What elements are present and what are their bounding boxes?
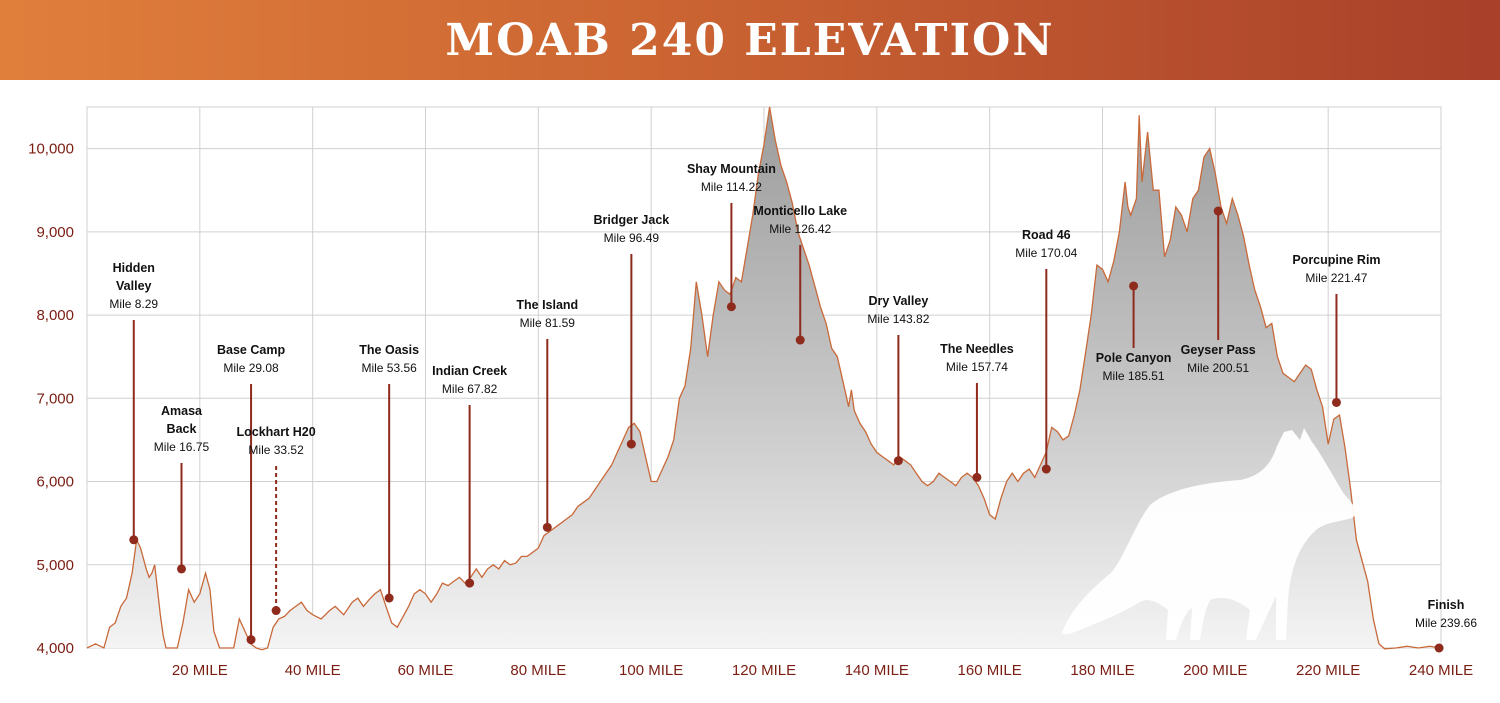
aid-station: Indian Creek Mile 67.82: [432, 364, 507, 588]
aid-station-mile: Mile 170.04: [1015, 246, 1077, 260]
aid-station-name: Indian Creek: [432, 364, 507, 378]
aid-station-name: The Needles: [940, 342, 1014, 356]
aid-station: Dry Valley Mile 143.82: [867, 294, 930, 466]
aid-station-mile: Mile 8.29: [109, 297, 158, 311]
aid-station-name: Hidden: [113, 261, 155, 275]
aid-station: Finish Mile 239.66: [1415, 598, 1477, 653]
aid-station-name: Dry Valley: [869, 294, 929, 308]
aid-station: Amasa Back Mile 16.75: [154, 404, 210, 574]
aid-station-mile: Mile 200.51: [1187, 361, 1249, 375]
aid-station: Porcupine Rim Mile 221.47: [1292, 253, 1381, 407]
aid-station-marker[interactable]: [726, 302, 736, 312]
aid-station-name: Monticello Lake: [753, 204, 847, 218]
y-tick-label: 10,000: [28, 141, 74, 158]
aid-station: Pole Canyon Mile 185.51: [1096, 281, 1172, 383]
aid-station-name: Geyser Pass: [1181, 343, 1256, 357]
x-tick-label: 160 MILE: [958, 662, 1022, 679]
aid-station-marker[interactable]: [384, 593, 394, 603]
x-tick-label: 60 MILE: [398, 662, 454, 679]
aid-station-marker[interactable]: [129, 535, 139, 545]
elevation-fill: [87, 107, 1441, 650]
aid-station-name: Lockhart H20: [237, 425, 316, 439]
chart-title: MOAB 240 ELEVATION: [445, 14, 1055, 66]
aid-station: The Oasis Mile 53.56: [359, 343, 419, 603]
aid-station-marker[interactable]: [1331, 397, 1341, 407]
aid-station-mile: Mile 53.56: [361, 361, 417, 375]
aid-station-marker[interactable]: [176, 564, 186, 574]
aid-station-marker[interactable]: [542, 522, 552, 532]
x-tick-label: 180 MILE: [1070, 662, 1134, 679]
aid-station: Lockhart H20 Mile 33.52: [237, 425, 316, 616]
title-banner: MOAB 240 ELEVATION: [0, 0, 1500, 80]
aid-station-mile: Mile 114.22: [701, 180, 762, 194]
aid-station-mile: Mile 67.82: [442, 382, 498, 396]
aid-station-name: Valley: [116, 279, 151, 293]
aid-stations: Hidden Valley Mile 8.29 Amasa Back Mile 16.75…: [109, 162, 1477, 653]
aid-station-name: Back: [167, 422, 197, 436]
aid-station-mile: Mile 33.52: [248, 443, 304, 457]
aid-station-marker[interactable]: [626, 439, 636, 449]
x-tick-label: 240 MILE: [1409, 662, 1473, 679]
aid-station-mile: Mile 157.74: [946, 360, 1008, 374]
aid-station-marker[interactable]: [1041, 464, 1051, 474]
y-tick-label: 8,000: [36, 307, 74, 324]
aid-station: Hidden Valley Mile 8.29: [109, 261, 158, 545]
elevation-area: [86, 106, 1442, 651]
aid-station-mile: Mile 81.59: [520, 316, 576, 330]
aid-station-name: Porcupine Rim: [1292, 253, 1380, 267]
aid-station: Road 46 Mile 170.04: [1015, 228, 1078, 474]
aid-station-marker[interactable]: [795, 335, 805, 345]
aid-station-mile: Mile 143.82: [867, 312, 929, 326]
aid-station-marker[interactable]: [465, 578, 475, 588]
aid-station-mile: Mile 185.51: [1103, 369, 1165, 383]
axes: 4,000 5,000 6,000 7,000 8,000 9,000 10,000 20 M…: [28, 141, 1473, 679]
aid-station-marker[interactable]: [972, 472, 982, 482]
x-tick-label: 140 MILE: [845, 662, 909, 679]
x-tick-label: 200 MILE: [1183, 662, 1247, 679]
y-tick-label: 9,000: [36, 224, 74, 241]
x-tick-label: 100 MILE: [619, 662, 683, 679]
aid-station-marker[interactable]: [893, 456, 903, 466]
y-tick-label: 5,000: [36, 557, 74, 574]
aid-station-marker[interactable]: [1129, 281, 1139, 291]
aid-station-name: Amasa: [161, 404, 203, 418]
x-tick-label: 220 MILE: [1296, 662, 1360, 679]
aid-station-marker[interactable]: [271, 606, 281, 616]
x-tick-label: 20 MILE: [172, 662, 228, 679]
aid-station: Base Camp Mile 29.08: [217, 343, 285, 645]
aid-station-mile: Mile 126.42: [769, 222, 831, 236]
aid-station-name: Shay Mountain: [687, 162, 776, 176]
aid-station-mile: Mile 29.08: [223, 361, 279, 375]
aid-station: Monticello Lake Mile 126.42: [753, 204, 847, 345]
x-tick-label: 80 MILE: [510, 662, 566, 679]
fox-icon: [1062, 428, 1356, 640]
aid-station-name: The Island: [516, 298, 578, 312]
aid-station-name: Pole Canyon: [1096, 351, 1172, 365]
aid-station: The Island Mile 81.59: [516, 298, 578, 532]
aid-station-mile: Mile 96.49: [604, 231, 660, 245]
elevation-line: [86, 106, 1442, 651]
y-tick-label: 6,000: [36, 474, 74, 491]
aid-station-marker[interactable]: [1434, 643, 1444, 653]
x-tick-label: 120 MILE: [732, 662, 796, 679]
aid-station: The Needles Mile 157.74: [940, 342, 1014, 482]
y-tick-label: 7,000: [36, 390, 74, 407]
aid-station: Shay Mountain Mile 114.22: [687, 162, 776, 312]
aid-station-marker[interactable]: [1213, 206, 1223, 216]
aid-station-name: The Oasis: [359, 343, 419, 357]
fox-silhouette: [1062, 428, 1356, 640]
aid-station: Bridger Jack Mile 96.49: [593, 213, 669, 449]
aid-station-name: Bridger Jack: [593, 213, 669, 227]
aid-station-mile: Mile 239.66: [1415, 616, 1477, 630]
aid-station-mile: Mile 16.75: [154, 440, 210, 454]
aid-station-name: Base Camp: [217, 343, 285, 357]
aid-station-name: Road 46: [1022, 228, 1071, 242]
y-tick-label: 4,000: [36, 640, 74, 657]
aid-station-marker[interactable]: [246, 635, 256, 645]
x-tick-label: 40 MILE: [285, 662, 341, 679]
aid-station: Geyser Pass Mile 200.51: [1181, 206, 1256, 375]
aid-station-mile: Mile 221.47: [1305, 271, 1367, 285]
aid-station-name: Finish: [1428, 598, 1465, 612]
